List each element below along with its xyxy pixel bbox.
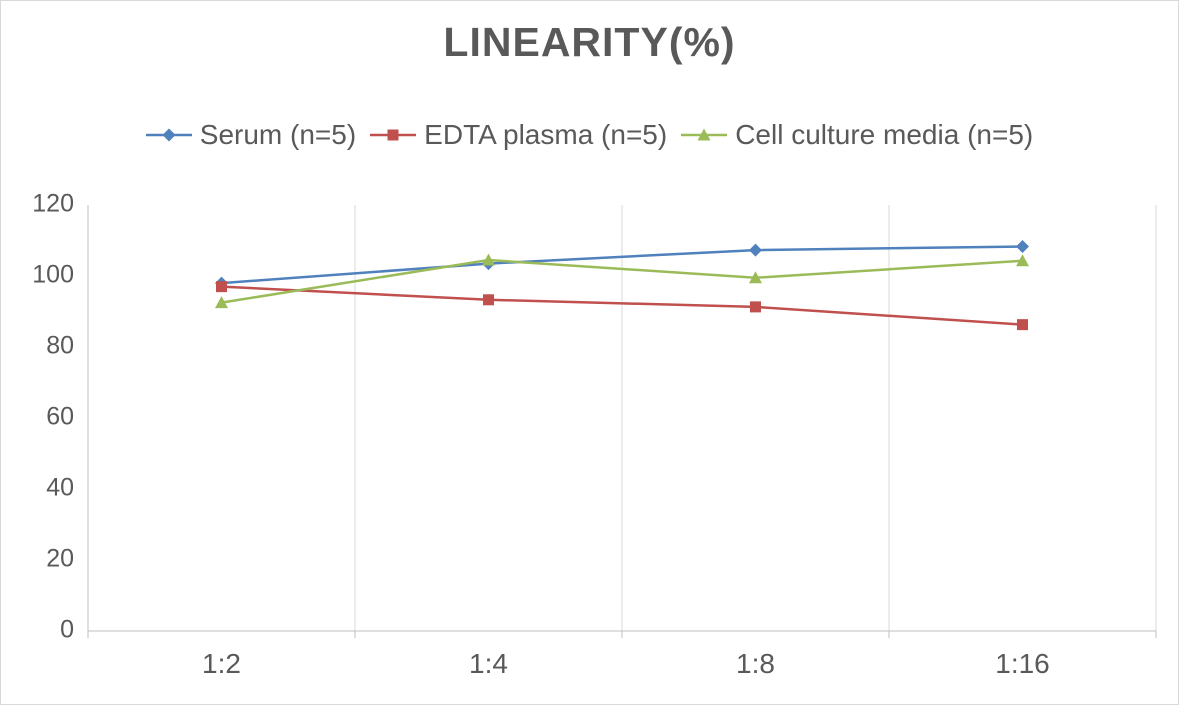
diamond-legend-marker	[162, 128, 176, 142]
legend-label: EDTA plasma (n=5)	[424, 119, 668, 150]
y-tick-label: 60	[46, 403, 74, 431]
x-tick-label: 1:2	[202, 648, 241, 679]
x-tick-label: 1:8	[736, 648, 775, 679]
triangle-legend-icon	[681, 128, 728, 141]
square-legend-marker	[387, 129, 399, 141]
diamond-marker	[749, 243, 762, 257]
chart-legend: Serum (n=5) EDTA plasma (n=5) Cell culture…	[1, 119, 1178, 151]
triangle-marker	[215, 296, 228, 309]
legend-label: Serum (n=5)	[199, 119, 357, 150]
square-legend-icon	[370, 129, 417, 141]
square-marker	[216, 281, 227, 293]
square-marker	[750, 301, 761, 313]
y-tick-label: 20	[46, 545, 74, 573]
x-tick-label: 1:4	[469, 648, 508, 679]
square-marker	[1017, 319, 1028, 331]
y-tick-label: 40	[46, 474, 74, 502]
square-marker	[483, 294, 494, 306]
legend-label: Cell culture media (n=5)	[735, 119, 1034, 150]
y-tick-label: 80	[46, 332, 74, 360]
chart-title: LINEARITY(%)	[443, 19, 736, 65]
triangle-marker	[749, 271, 762, 284]
legend-item-0: Serum (n=5)	[145, 119, 357, 151]
series-line-square	[221, 285, 1023, 326]
triangle-marker	[1016, 254, 1029, 267]
diamond-marker	[1016, 240, 1029, 254]
legend-item-2: Cell culture media (n=5)	[681, 119, 1033, 151]
triangle-legend-marker	[697, 128, 711, 141]
triangle-marker	[482, 253, 495, 266]
series-line-diamond	[221, 245, 1023, 285]
y-tick-label: 0	[60, 616, 74, 644]
series-line-triangle	[221, 258, 1023, 304]
x-tick-label: 1:16	[995, 648, 1050, 679]
diamond-legend-icon	[145, 128, 192, 142]
y-tick-label: 120	[32, 190, 74, 218]
y-tick-label: 100	[32, 261, 74, 289]
legend-item-1: EDTA plasma (n=5)	[370, 119, 667, 151]
